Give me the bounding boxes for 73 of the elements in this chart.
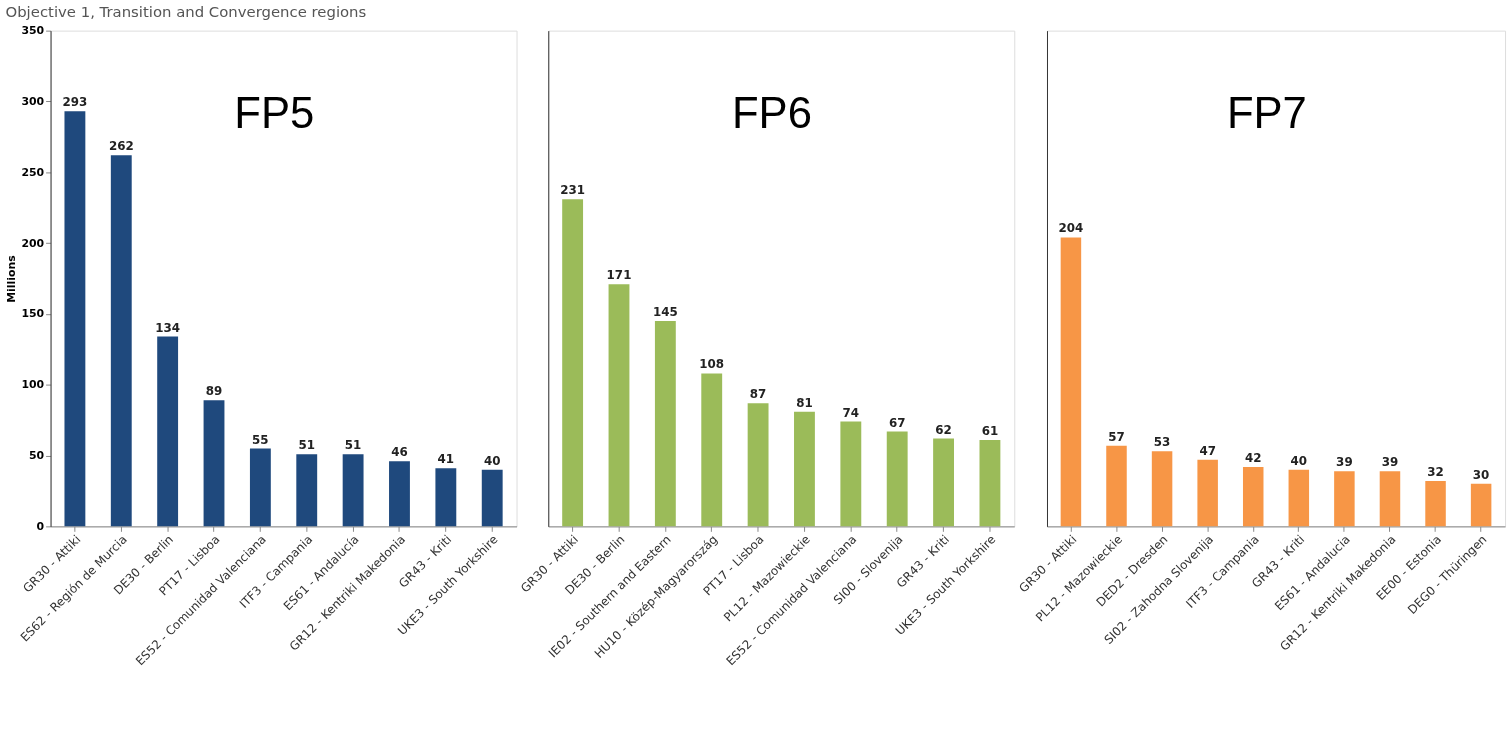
data-label: 171 [606,268,632,283]
data-label: 40 [1290,453,1308,468]
bar [389,461,410,527]
data-label: 32 [1427,465,1444,480]
data-label: 204 [1058,221,1084,236]
data-label: 47 [1199,443,1216,458]
data-label: 40 [483,453,501,468]
bar [1425,481,1446,527]
data-label: 61 [981,424,999,439]
data-label: 62 [935,422,952,437]
data-label: 262 [108,139,134,154]
bar [1151,451,1173,527]
data-label: 81 [796,395,813,410]
bar [1060,237,1082,527]
data-label: 30 [1472,467,1490,482]
annotation: FP5 [234,88,315,137]
y-tick-label: 150 [21,307,45,321]
bar [342,454,364,527]
y-tick-label: 250 [21,165,45,179]
data-label: 145 [652,305,678,320]
bar [249,448,271,527]
data-label: 51 [298,438,316,453]
bar [110,155,132,527]
y-tick-label: 200 [21,236,45,250]
bar [481,469,503,527]
data-label: 67 [888,415,906,430]
bar [840,421,862,527]
data-label: 57 [1108,429,1125,444]
chart-title: Objective 1, Transition and Convergence regions [5,3,367,22]
data-label: 231 [560,183,586,198]
bar [933,438,954,527]
data-label: 134 [155,320,181,335]
data-label: 41 [437,452,455,467]
bar [562,199,584,527]
annotation: FP7 [1226,88,1307,137]
y-axis-title: Millions [5,255,19,303]
bar [886,431,908,527]
data-label: 87 [749,387,767,402]
y-tick-label: 0 [36,519,45,533]
data-label: 55 [252,432,269,447]
bar [157,336,179,527]
data-label: 51 [344,438,362,453]
bar [654,320,676,527]
data-label: 293 [62,95,88,110]
bar [296,454,318,527]
bar [794,411,815,527]
bar [701,373,723,527]
bar [1334,471,1355,527]
bar [435,468,457,527]
data-label: 42 [1244,450,1262,465]
data-label: 74 [842,405,860,420]
bar [1197,459,1218,527]
data-label: 108 [699,357,725,372]
bar [203,400,225,527]
y-tick-label: 50 [28,449,45,463]
data-label: 46 [391,445,408,460]
annotation: FP6 [731,88,812,137]
y-tick-label: 300 [21,94,45,108]
y-tick-label: 350 [21,24,45,38]
bar [1242,466,1264,527]
data-label: 39 [1381,455,1399,470]
bar [608,284,630,527]
bar [1470,483,1492,527]
bar [1106,445,1127,527]
bar [64,111,86,527]
y-tick-label: 100 [21,378,45,392]
bar [979,439,1001,527]
bar [1288,469,1310,527]
data-label: 39 [1336,455,1353,470]
bar [1379,471,1401,527]
data-label: 89 [205,384,223,399]
data-label: 53 [1153,435,1171,450]
bar [747,403,769,527]
